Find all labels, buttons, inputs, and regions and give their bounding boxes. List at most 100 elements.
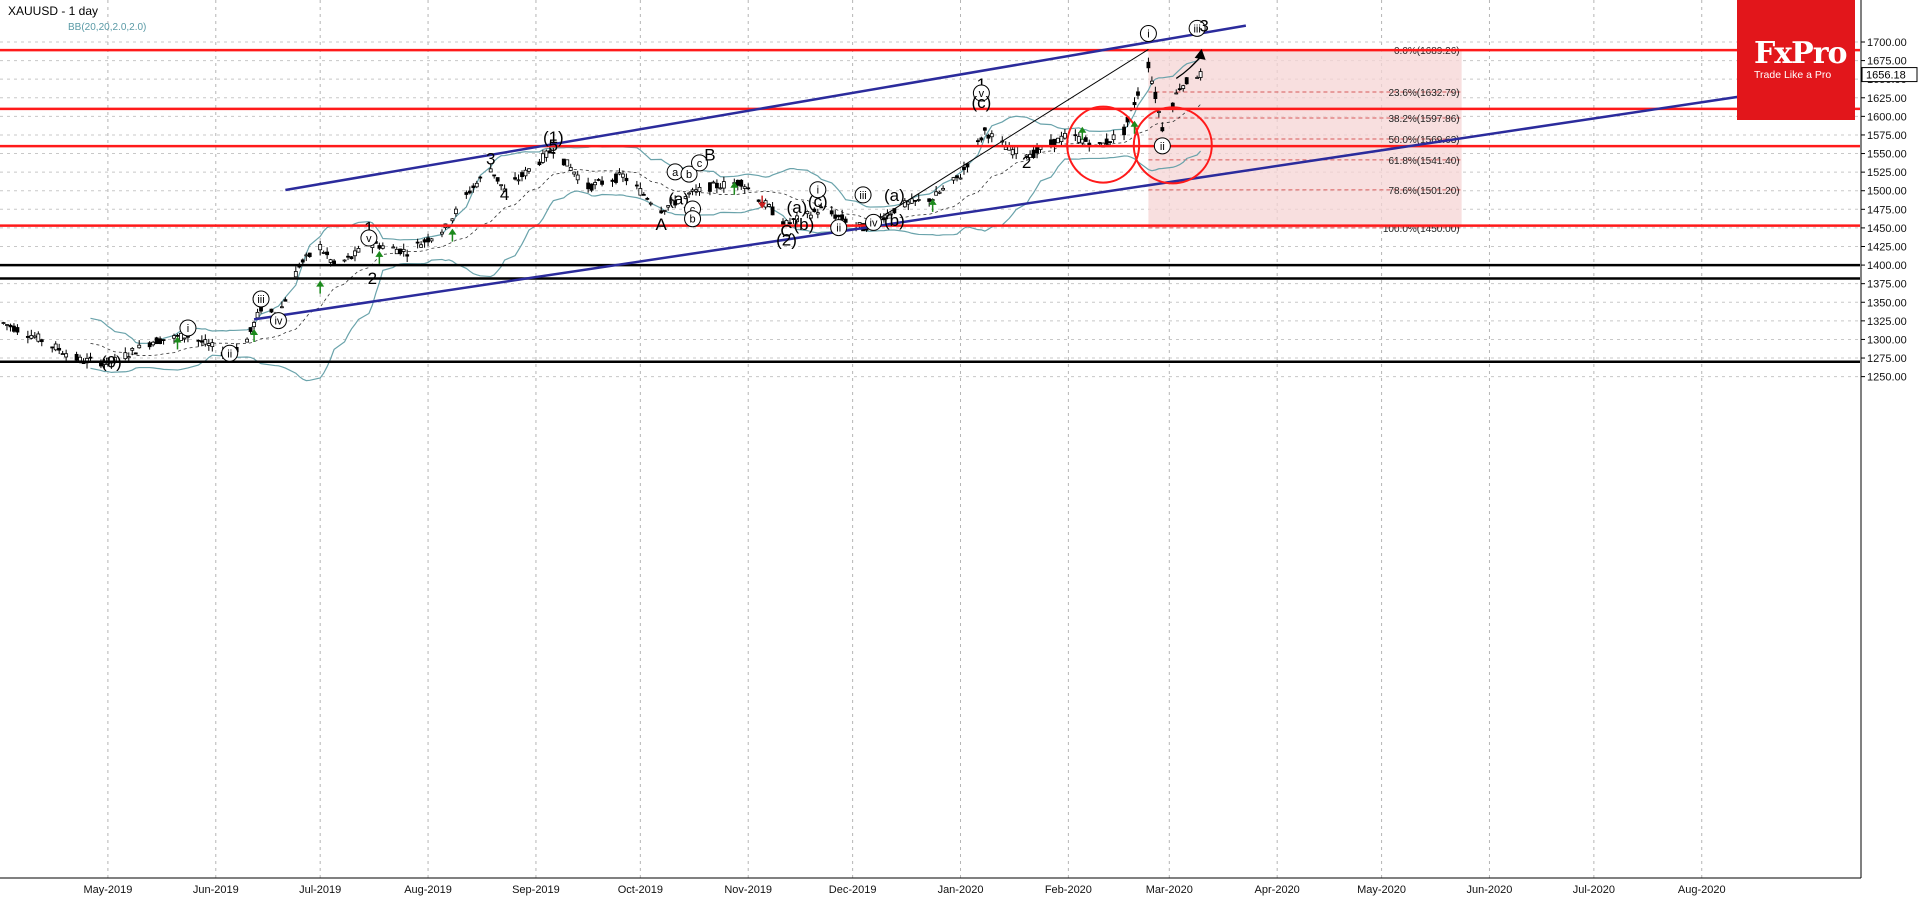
candle-body [318, 244, 323, 251]
candle-body [39, 339, 44, 343]
wave-label: v [979, 88, 985, 100]
y-tick-label: 1300.00 [1867, 334, 1907, 346]
candle-body [683, 196, 688, 199]
candle-body [293, 271, 298, 278]
candle-body [161, 339, 166, 341]
candle-body [25, 335, 30, 338]
candle-body [610, 179, 615, 182]
y-tick-label: 1625.00 [1867, 93, 1907, 105]
candle-body [74, 353, 79, 361]
candle-body [467, 190, 472, 194]
candle-body [495, 177, 500, 182]
wave-label: iv [274, 316, 282, 328]
y-tick-label: 1325.00 [1867, 316, 1907, 328]
wave-label: 3 [1199, 16, 1208, 35]
candle-body [488, 168, 493, 173]
candle-body [12, 325, 16, 332]
candle-body [356, 248, 361, 253]
y-tick-label: 1250.00 [1867, 372, 1907, 384]
candle-body [147, 342, 152, 348]
candle-body [133, 352, 138, 355]
candle-body [593, 182, 597, 186]
fib-level-label: 100.0%(1450.00) [1383, 224, 1460, 235]
wave-label-circle [360, 229, 378, 247]
wave-label-circle [972, 84, 990, 102]
wave-label-circle [1188, 19, 1206, 37]
wave-label: C [780, 222, 792, 241]
candle-body [199, 340, 204, 343]
candle-body [1059, 135, 1064, 143]
candle-body [328, 259, 333, 263]
candle-body [982, 127, 987, 131]
candle-body [648, 202, 653, 205]
x-tick-label: Apr-2020 [1255, 884, 1300, 896]
candle-body [544, 150, 549, 158]
wave-label: (a) [884, 186, 905, 205]
candle-body [1146, 61, 1151, 69]
candle-body [1056, 137, 1060, 144]
candle-body [718, 187, 723, 190]
candle-body [453, 208, 458, 215]
candle-body [1108, 141, 1113, 143]
candle-body [979, 137, 984, 141]
candle-body [614, 173, 618, 183]
candle-body [1028, 154, 1032, 158]
wave-label-circle [854, 186, 872, 204]
candle-body [78, 356, 82, 362]
wave-label: a [672, 167, 679, 179]
candle-body [937, 191, 942, 194]
candle-body [575, 174, 580, 181]
candle-body [478, 176, 483, 179]
candle-body [520, 172, 524, 178]
candle-body [1111, 134, 1116, 141]
x-tick-label: Dec-2019 [829, 884, 877, 896]
candle-body [889, 213, 893, 216]
candle-body [829, 210, 834, 215]
candle-body [8, 324, 13, 328]
wave-label: 5 [549, 136, 558, 155]
y-tick-label: 1575.00 [1867, 130, 1907, 142]
signal-arrow-head [758, 202, 767, 209]
candle-body [57, 347, 62, 351]
candle-body [781, 221, 785, 225]
candle-body [815, 212, 820, 215]
candle-body [5, 324, 9, 326]
candle-body [321, 252, 326, 254]
candle-body [941, 187, 945, 191]
candle-body [986, 134, 991, 139]
x-tick-label: Jul-2019 [299, 884, 341, 896]
wave-label-circle [1139, 25, 1157, 43]
candle-body [596, 179, 601, 181]
candle-body [833, 214, 838, 219]
indicator-label: BB(20,20,2.0,2.0) [68, 22, 147, 33]
candle-body [1150, 80, 1154, 84]
candle-body [687, 192, 691, 195]
wave-label: 2 [368, 269, 377, 288]
candle-body [551, 151, 556, 154]
candle-body [739, 179, 744, 187]
candle-body [398, 248, 403, 255]
candle-body [638, 188, 643, 196]
candle-body [492, 174, 497, 177]
candle-body [1156, 110, 1161, 113]
candle-body [951, 177, 956, 181]
candle-body [154, 337, 159, 345]
current-price-label: 1656.18 [1866, 70, 1906, 82]
candle-body [1181, 85, 1186, 89]
wave-label: i [1147, 29, 1149, 41]
candle-body [283, 299, 288, 302]
candle-body [158, 338, 163, 344]
candle-body [304, 254, 309, 257]
candle-body [568, 167, 573, 171]
candle-body [307, 252, 312, 257]
candle-body [252, 322, 256, 328]
candle-body [499, 184, 504, 187]
wave-label: 3 [486, 149, 495, 168]
candle-body [1160, 127, 1165, 132]
candle-body [394, 248, 399, 255]
wave-label-circle [809, 181, 827, 199]
fxpro-logo[interactable]: FxPro Trade Like a Pro [1737, 0, 1855, 120]
candle-body [617, 172, 622, 175]
